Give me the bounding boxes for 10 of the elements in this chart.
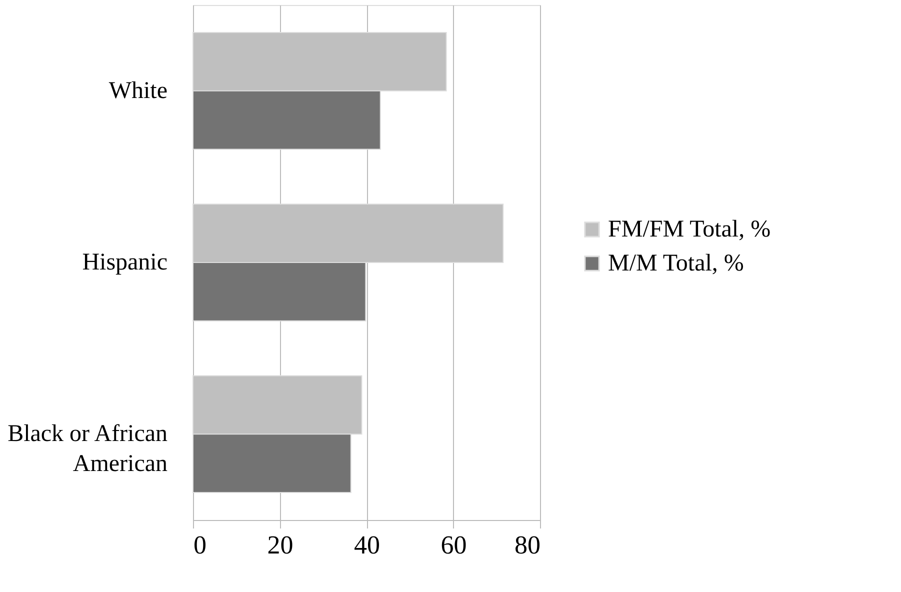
- legend-label: FM/FM Total, %: [608, 216, 771, 242]
- y-tick-label: Black or African American: [8, 421, 168, 478]
- y-tick-label: Hispanic: [82, 250, 168, 276]
- x-tick-label: 20: [267, 530, 294, 560]
- x-tick-label: 40: [354, 530, 380, 560]
- y-tick-label: White: [108, 78, 168, 104]
- x-tick-label: 0: [194, 530, 206, 560]
- x-tick-label: 80: [514, 530, 540, 560]
- legend-label: M/M Total, %: [608, 250, 744, 276]
- x-tick-label: 60: [440, 530, 467, 560]
